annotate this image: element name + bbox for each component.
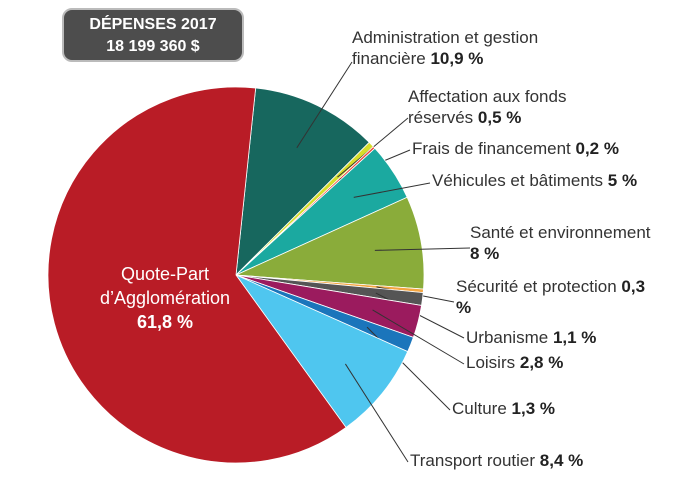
slice-label: Transport routier 8,4 % [410,450,650,471]
value-label: 0,2 % [575,139,619,158]
pie-slice [235,87,370,277]
category-name: Quote-Part d’Agglomération [99,264,231,308]
slice-label: Frais de financement 0,2 % [412,138,672,159]
value-label: 0,5 % [477,108,522,127]
category-name: Véhicules et bâtiments [432,171,604,190]
pie-slice [234,274,409,429]
slice-label: Culture 1,3 % [452,398,652,419]
slice-label: Administration et gestion financière 10,… [352,27,582,69]
title-box: DÉPENSES 2017 18 199 360 $ [62,8,244,62]
value-label: 8,4 % [539,451,584,470]
slice-label: Urbanisme 1,1 % [466,327,666,348]
category-name: Administration et gestion financière [352,28,539,68]
leader-line [372,309,465,365]
category-name: Affectation aux fonds réservés [408,87,567,127]
slice-label: Quote-Part d’Agglomération 61,8 % [90,262,240,334]
leader-line [344,363,409,463]
chart-title: DÉPENSES 2017 [89,16,217,33]
chart-subtitle: 18 199 360 $ [106,38,200,55]
value-label: 1,3 % [511,399,556,418]
category-name: Loisirs [466,353,516,372]
value-label: 61,8 % [136,312,194,332]
value-label: 2,8 % [519,353,564,372]
pie-slice [47,86,347,464]
leader-line [353,182,431,198]
category-name: Frais de financement [412,139,571,158]
value-label: 1,1 % [552,328,597,347]
category-name: Santé et environnement [470,223,651,242]
category-name: Sécurité et protection [456,277,617,296]
value-label: 0,3 % [456,277,646,317]
category-name: Culture [452,399,507,418]
slice-label: Santé et environnement 8 % [470,222,660,264]
pie-slice [235,196,425,290]
leader-line [296,61,353,149]
category-name: Transport routier [410,451,536,470]
slice-label: Sécurité et protection 0,3 % [456,276,656,318]
slice-label: Loisirs 2,8 % [466,352,666,373]
slice-label: Affectation aux fonds réservés 0,5 % [408,86,608,128]
value-label: 5 % [607,171,638,190]
slice-label: Véhicules et bâtiments 5 % [432,170,672,191]
value-label: 8 % [470,244,500,263]
leader-line [374,247,471,251]
value-label: 10,9 % [430,49,484,68]
category-name: Urbanisme [466,328,549,347]
